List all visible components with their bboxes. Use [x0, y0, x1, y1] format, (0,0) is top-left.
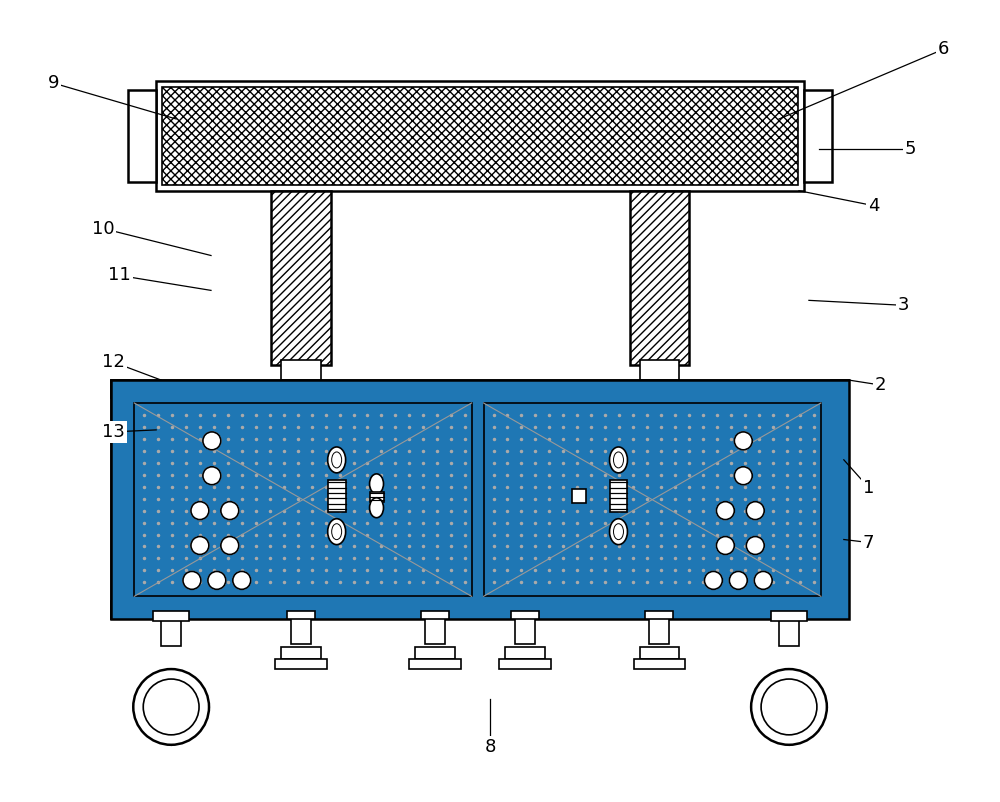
- Bar: [421, 611, 449, 619]
- Ellipse shape: [370, 474, 384, 494]
- Bar: [645, 611, 673, 619]
- Bar: [128, 90, 156, 182]
- Bar: [275, 659, 327, 669]
- Circle shape: [191, 537, 209, 554]
- Bar: [771, 611, 807, 622]
- Bar: [425, 614, 445, 644]
- Bar: [161, 614, 181, 646]
- Bar: [515, 614, 535, 644]
- Bar: [328, 480, 346, 512]
- Bar: [831, 380, 849, 619]
- Circle shape: [751, 669, 827, 745]
- Text: 12: 12: [102, 353, 125, 371]
- Bar: [287, 611, 315, 619]
- Bar: [291, 614, 311, 644]
- Circle shape: [734, 467, 752, 484]
- Circle shape: [143, 679, 199, 735]
- Circle shape: [734, 432, 752, 450]
- Circle shape: [746, 501, 764, 520]
- Bar: [156, 81, 804, 191]
- Bar: [649, 614, 669, 644]
- Circle shape: [183, 571, 201, 589]
- Bar: [804, 90, 832, 182]
- Bar: [111, 380, 849, 619]
- Bar: [499, 659, 551, 669]
- Text: 1: 1: [863, 479, 874, 496]
- Ellipse shape: [332, 452, 342, 468]
- Bar: [134, 403, 472, 597]
- Bar: [505, 647, 545, 659]
- Circle shape: [729, 571, 747, 589]
- Text: 3: 3: [898, 296, 909, 314]
- Ellipse shape: [328, 447, 346, 473]
- Bar: [779, 614, 799, 646]
- Text: 2: 2: [875, 376, 886, 394]
- Ellipse shape: [328, 519, 346, 545]
- Ellipse shape: [614, 452, 623, 468]
- Text: 9: 9: [48, 74, 59, 92]
- Bar: [630, 191, 689, 365]
- Text: 7: 7: [863, 533, 874, 552]
- Text: 11: 11: [108, 266, 131, 285]
- Bar: [162, 87, 798, 184]
- Bar: [111, 380, 129, 619]
- Bar: [153, 611, 189, 622]
- Bar: [610, 480, 627, 512]
- Bar: [511, 611, 539, 619]
- Text: 4: 4: [868, 196, 879, 215]
- Text: 10: 10: [92, 220, 115, 237]
- Bar: [281, 647, 321, 659]
- Circle shape: [133, 669, 209, 745]
- Bar: [484, 403, 821, 597]
- Circle shape: [208, 571, 226, 589]
- Bar: [640, 647, 679, 659]
- Circle shape: [761, 679, 817, 735]
- Circle shape: [191, 501, 209, 520]
- Bar: [271, 191, 331, 365]
- Circle shape: [221, 501, 239, 520]
- Bar: [129, 398, 831, 602]
- Circle shape: [233, 571, 251, 589]
- Circle shape: [203, 467, 221, 484]
- Text: 5: 5: [905, 140, 916, 158]
- Bar: [370, 492, 384, 502]
- Circle shape: [754, 571, 772, 589]
- Ellipse shape: [370, 498, 384, 518]
- Bar: [111, 380, 849, 398]
- Ellipse shape: [610, 519, 627, 545]
- Text: 6: 6: [938, 40, 949, 59]
- Circle shape: [221, 537, 239, 554]
- Bar: [634, 659, 685, 669]
- Circle shape: [203, 432, 221, 450]
- Ellipse shape: [332, 524, 342, 540]
- Ellipse shape: [610, 447, 627, 473]
- Bar: [281, 360, 321, 380]
- Ellipse shape: [614, 524, 623, 540]
- Bar: [640, 360, 679, 380]
- Bar: [572, 488, 586, 503]
- Circle shape: [746, 537, 764, 554]
- Circle shape: [716, 501, 734, 520]
- Bar: [409, 659, 461, 669]
- Bar: [111, 602, 849, 619]
- Text: 13: 13: [102, 423, 125, 441]
- Bar: [415, 647, 455, 659]
- Circle shape: [716, 537, 734, 554]
- Circle shape: [704, 571, 722, 589]
- Text: 8: 8: [484, 738, 496, 755]
